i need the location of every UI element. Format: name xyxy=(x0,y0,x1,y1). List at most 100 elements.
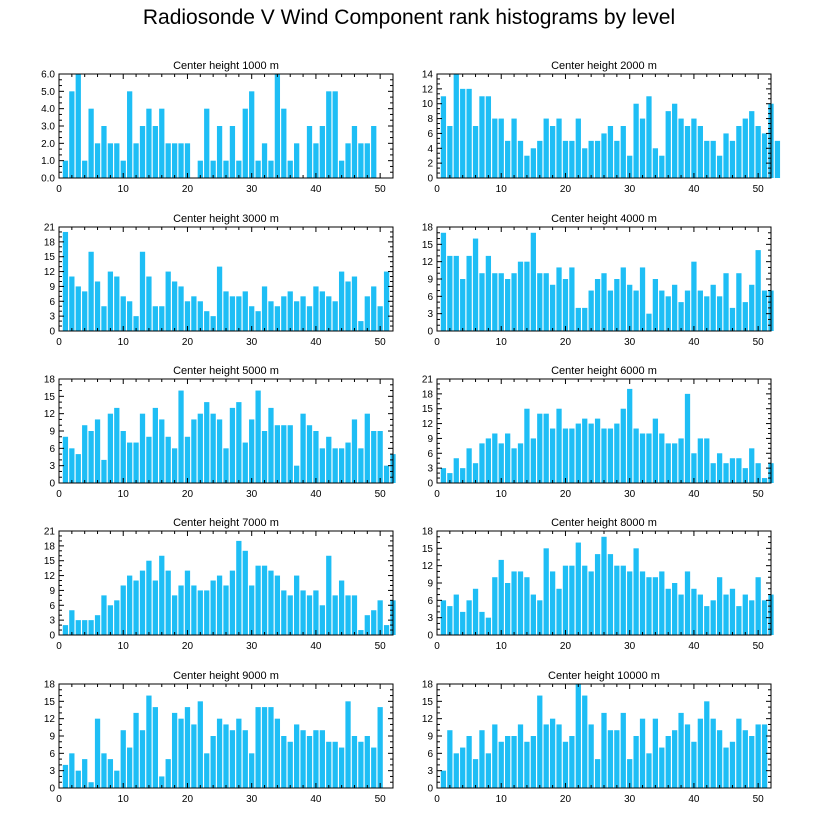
histogram-bar xyxy=(575,542,581,635)
histogram-bar xyxy=(524,741,530,788)
histogram-bar xyxy=(294,465,300,483)
y-tick-label: 0 xyxy=(49,784,55,795)
histogram-bar xyxy=(62,436,69,483)
histogram-bar xyxy=(594,759,601,788)
histogram-bar xyxy=(383,271,390,331)
x-tick-label: 0 xyxy=(56,489,62,500)
histogram-bar xyxy=(633,103,639,178)
histogram-bar xyxy=(620,408,626,483)
histogram-bar xyxy=(761,133,768,178)
histogram-bar xyxy=(127,747,133,788)
y-tick-label: 9 xyxy=(49,427,55,438)
y-tick-label: 5.0 xyxy=(41,87,55,98)
histogram-bar xyxy=(710,718,716,788)
histogram-bar xyxy=(575,307,581,331)
histogram-bar xyxy=(300,296,306,331)
histogram-bar xyxy=(556,724,562,788)
histogram-bar xyxy=(197,160,203,178)
histogram-bar xyxy=(107,271,114,331)
histogram-bar xyxy=(594,554,601,635)
y-tick-label: 9 xyxy=(49,732,55,743)
panel-title: Center height 10000 m xyxy=(548,670,660,682)
histogram-bar xyxy=(62,625,69,635)
x-tick-label: 0 xyxy=(56,641,62,652)
histogram-bar xyxy=(530,438,536,483)
histogram-bar xyxy=(453,594,459,635)
y-tick-label: 2.0 xyxy=(41,139,55,150)
y-tick-label: 15 xyxy=(44,697,56,708)
histogram-bar xyxy=(229,570,236,635)
y-tick-label: 0.0 xyxy=(41,174,55,185)
histogram-bar xyxy=(537,600,543,635)
histogram-bar xyxy=(665,111,671,178)
histogram-bar xyxy=(242,442,248,483)
y-tick-label: 21 xyxy=(44,223,56,234)
histogram-bar xyxy=(261,565,268,635)
histogram-bar xyxy=(755,250,761,331)
histogram-bar xyxy=(472,238,479,331)
histogram-bar xyxy=(601,536,607,635)
panel-title: Center height 2000 m xyxy=(551,60,657,72)
histogram-bar xyxy=(749,448,755,483)
histogram-bar xyxy=(249,306,255,331)
histogram-bar xyxy=(165,143,171,178)
panel-title: Center height 6000 m xyxy=(551,365,657,377)
histogram-bar xyxy=(274,575,281,635)
histogram-bar xyxy=(627,284,633,331)
histogram-bar xyxy=(94,281,101,331)
histogram-bar xyxy=(562,279,569,331)
histogram-bar xyxy=(332,448,338,483)
histogram-bar xyxy=(236,540,242,635)
histogram-bar xyxy=(665,736,671,788)
y-tick-label: 3 xyxy=(427,309,433,320)
panel-title: Center height 1000 m xyxy=(173,60,279,72)
histogram-bar xyxy=(159,419,165,483)
histogram-bar xyxy=(127,442,133,483)
histogram-bar xyxy=(152,126,158,178)
histogram-bar xyxy=(652,418,659,483)
histogram-bar xyxy=(274,74,281,178)
histogram-bar xyxy=(704,701,710,788)
histogram-bar xyxy=(710,284,716,331)
histogram-bar xyxy=(749,111,755,178)
histogram-bar xyxy=(191,724,197,788)
histogram-bar xyxy=(210,160,216,178)
histogram-bar xyxy=(88,431,94,483)
histogram-bar xyxy=(511,448,517,483)
histogram-bar xyxy=(294,575,300,635)
histogram-bar xyxy=(466,88,472,178)
histogram-bar xyxy=(620,126,626,178)
histogram-bar xyxy=(646,577,652,635)
histogram-bar xyxy=(607,428,614,483)
histogram-bar xyxy=(281,590,287,635)
x-tick-label: 50 xyxy=(753,337,765,348)
histogram-bar xyxy=(704,140,710,178)
histogram-bar xyxy=(319,291,325,331)
x-tick-label: 30 xyxy=(624,641,636,652)
histogram-bar xyxy=(588,290,594,331)
histogram-bar xyxy=(268,407,274,483)
histogram-bar xyxy=(101,753,107,788)
y-tick-label: 4.0 xyxy=(41,104,55,115)
histogram-bar xyxy=(146,436,152,483)
histogram-bar xyxy=(684,290,691,331)
y-tick-label: 8 xyxy=(427,114,433,125)
histogram-bar xyxy=(229,407,236,483)
histogram-bar xyxy=(338,747,345,788)
histogram-bar xyxy=(306,595,313,635)
histogram-bar xyxy=(82,160,88,178)
y-tick-label: 3 xyxy=(49,766,55,777)
histogram-bar xyxy=(133,143,139,178)
histogram-bar xyxy=(639,267,646,331)
histogram-bar xyxy=(249,91,255,178)
histogram-bar xyxy=(460,747,466,788)
histogram-bar xyxy=(601,273,607,331)
histogram-bar xyxy=(351,126,358,178)
histogram-bar xyxy=(697,126,703,178)
x-tick-label: 40 xyxy=(310,337,322,348)
histogram-bar xyxy=(498,741,504,788)
x-tick-label: 40 xyxy=(310,184,322,195)
histogram-bar xyxy=(261,286,268,331)
histogram-bar xyxy=(582,695,588,788)
y-tick-label: 12 xyxy=(44,571,56,582)
